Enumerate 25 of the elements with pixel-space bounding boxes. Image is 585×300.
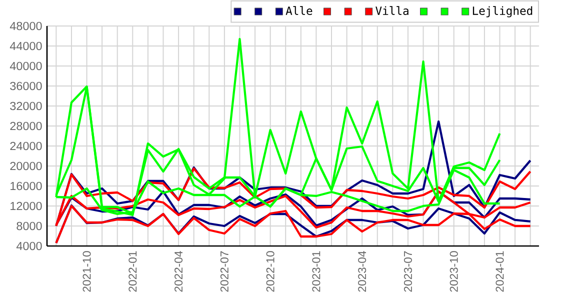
- x-tick-label: 2022-01: [128, 251, 137, 292]
- x-tick-label: 2022-10: [266, 251, 274, 292]
- y-tick-label: 4000: [16, 242, 42, 250]
- x-tick-label: 2023-04: [358, 251, 366, 292]
- x-tick-label: 2022-04: [174, 251, 183, 292]
- y-tick-label: 24000: [10, 142, 42, 150]
- y-tick-label: 40000: [10, 62, 42, 70]
- x-tick-label: 2021-10: [82, 251, 91, 292]
- y-tick-label: 8000: [16, 222, 42, 230]
- x-tick-label: 2023-10: [450, 251, 458, 292]
- y-tick-label: 28000: [10, 122, 42, 130]
- y-tick-label: 32000: [10, 102, 42, 110]
- x-tick-label: 2022-07: [220, 251, 228, 292]
- y-tick-label: 48000: [10, 22, 42, 30]
- x-tick-label: 2023-07: [404, 251, 412, 292]
- legend-label: Villa: [376, 6, 408, 16]
- x-tick-label: 2024-01: [496, 251, 504, 292]
- legend-label: Alle: [286, 6, 312, 16]
- y-tick-label: 12000: [10, 202, 42, 210]
- y-tick-label: 36000: [10, 82, 42, 90]
- y-tick-label: 20000: [10, 162, 42, 170]
- y-tick-label: 44000: [10, 42, 42, 50]
- y-tick-label: 16000: [10, 182, 42, 190]
- x-tick-label: 2023-01: [312, 251, 320, 292]
- legend-label: Lejlighed: [472, 6, 532, 18]
